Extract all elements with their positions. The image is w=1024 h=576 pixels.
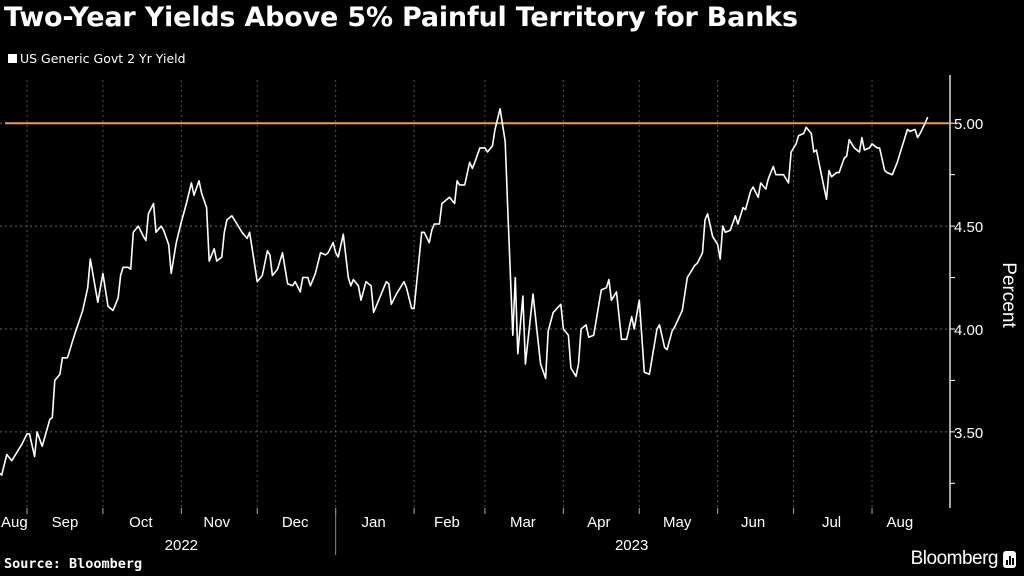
legend-label: US Generic Govt 2 Yr Yield <box>20 51 186 66</box>
y-tick-label: 4.00 <box>954 322 983 339</box>
chart-title: Two-Year Yields Above 5% Painful Territo… <box>4 2 798 33</box>
y-tick-label: 3.50 <box>954 425 983 442</box>
y-tick-label: 5.00 <box>954 116 983 133</box>
x-month-label: Aug <box>886 514 913 531</box>
x-axis: Aug Sep Oct Nov Dec Jan Feb Mar Apr May Jun Jul Aug 2… <box>1 508 913 555</box>
brand-name: Bloomberg <box>910 548 999 569</box>
x-month-label: Nov <box>203 514 230 531</box>
source-note: Source: Bloomberg <box>4 556 143 572</box>
x-month-label: Dec <box>282 514 309 531</box>
x-month-label: Aug <box>1 514 28 531</box>
y-tick-label: 4.50 <box>954 219 983 236</box>
x-month-label: Sep <box>52 514 79 531</box>
x-month-label: Feb <box>434 514 460 531</box>
bloomberg-icon <box>1003 550 1016 568</box>
bloomberg-logo: Bloomberg <box>911 548 1016 570</box>
x-month-label: Mar <box>510 514 536 531</box>
x-month-label: Apr <box>587 514 610 531</box>
y-axis-label: Percent <box>998 262 1019 328</box>
legend: US Generic Govt 2 Yr Yield <box>8 51 186 66</box>
series-line-us-2yr-yield <box>0 108 929 476</box>
x-month-label: Jul <box>822 514 841 531</box>
x-month-label: Oct <box>129 514 153 531</box>
x-month-label: Jun <box>741 514 765 531</box>
y-axis: 5.00 4.50 4.00 3.50 <box>949 75 983 508</box>
x-year-label: 2023 <box>615 537 648 554</box>
x-month-label: Jan <box>362 514 386 531</box>
legend-swatch <box>8 54 17 63</box>
x-month-label: May <box>663 514 692 531</box>
x-year-label: 2022 <box>165 537 198 554</box>
gridlines <box>0 80 950 508</box>
